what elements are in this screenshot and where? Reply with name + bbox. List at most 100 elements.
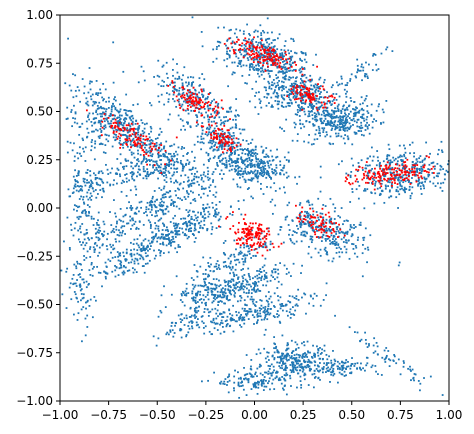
point xyxy=(329,381,331,383)
point xyxy=(303,58,306,61)
point xyxy=(262,306,265,309)
point xyxy=(110,224,113,226)
point xyxy=(228,163,231,166)
point xyxy=(333,240,336,242)
point xyxy=(117,169,120,171)
point xyxy=(260,106,263,109)
point xyxy=(211,290,214,293)
point xyxy=(357,118,360,121)
point xyxy=(233,387,235,390)
point xyxy=(263,264,266,267)
point xyxy=(401,187,403,190)
point xyxy=(247,381,250,384)
point xyxy=(224,302,226,305)
point xyxy=(149,200,152,203)
point xyxy=(203,78,206,81)
point xyxy=(208,177,211,180)
point xyxy=(173,332,176,334)
point xyxy=(180,321,182,324)
point xyxy=(88,118,90,121)
point xyxy=(244,171,247,174)
point xyxy=(345,122,347,125)
point xyxy=(202,95,205,98)
point xyxy=(86,171,89,174)
point xyxy=(256,58,259,61)
point xyxy=(84,212,87,215)
point xyxy=(233,168,236,170)
point xyxy=(125,114,128,116)
point xyxy=(102,234,105,237)
point xyxy=(174,224,177,227)
point xyxy=(338,251,341,254)
point xyxy=(119,153,122,156)
point xyxy=(164,196,167,198)
point xyxy=(97,229,100,232)
point xyxy=(142,258,145,261)
point xyxy=(268,82,271,85)
point xyxy=(252,375,255,378)
point xyxy=(176,226,178,229)
point xyxy=(82,278,85,281)
point xyxy=(155,210,157,213)
point xyxy=(326,111,329,114)
point xyxy=(176,171,178,173)
point xyxy=(97,183,100,186)
point xyxy=(254,280,257,283)
point xyxy=(292,371,295,373)
point xyxy=(332,257,335,260)
point xyxy=(167,210,170,213)
point xyxy=(354,108,357,111)
point xyxy=(267,359,270,361)
point xyxy=(231,73,234,76)
point xyxy=(175,88,178,91)
point xyxy=(414,373,417,376)
point xyxy=(89,246,92,248)
point xyxy=(187,331,190,334)
point xyxy=(265,147,268,149)
point xyxy=(95,236,98,239)
point xyxy=(292,369,294,371)
point xyxy=(253,31,256,33)
point xyxy=(83,201,85,204)
point xyxy=(315,368,318,370)
point xyxy=(259,67,262,70)
point xyxy=(249,179,252,181)
point xyxy=(267,370,270,373)
point xyxy=(173,100,176,103)
point xyxy=(323,89,326,92)
point xyxy=(85,171,88,174)
point xyxy=(310,84,313,87)
point xyxy=(261,162,264,164)
point xyxy=(321,371,324,374)
point xyxy=(113,179,115,182)
point xyxy=(419,382,422,385)
point xyxy=(238,396,241,399)
point xyxy=(258,276,261,279)
point xyxy=(168,161,170,164)
point xyxy=(186,180,189,183)
point xyxy=(139,153,142,156)
point xyxy=(106,117,109,119)
point xyxy=(194,200,197,202)
point xyxy=(130,151,133,154)
point xyxy=(230,268,233,271)
point xyxy=(246,153,249,156)
point xyxy=(205,127,208,130)
point xyxy=(278,377,281,380)
point xyxy=(235,274,238,276)
point xyxy=(227,85,230,88)
point xyxy=(256,166,259,168)
point xyxy=(113,117,116,120)
point xyxy=(178,183,181,186)
point xyxy=(250,195,253,198)
point xyxy=(217,157,220,160)
point xyxy=(301,370,304,373)
point xyxy=(324,115,327,118)
point xyxy=(247,318,250,320)
point xyxy=(352,108,354,110)
point xyxy=(242,260,245,263)
point xyxy=(102,99,105,102)
point xyxy=(198,193,200,196)
point xyxy=(215,317,218,320)
point xyxy=(296,372,299,375)
